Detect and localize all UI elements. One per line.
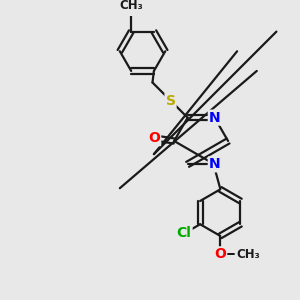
Text: N: N [209, 158, 220, 171]
Text: Cl: Cl [177, 226, 192, 241]
Text: CH₃: CH₃ [119, 0, 143, 12]
Text: S: S [166, 94, 176, 108]
Text: CH₃: CH₃ [236, 248, 260, 261]
Text: O: O [214, 248, 226, 261]
Text: N: N [209, 111, 220, 124]
Text: O: O [148, 131, 160, 145]
